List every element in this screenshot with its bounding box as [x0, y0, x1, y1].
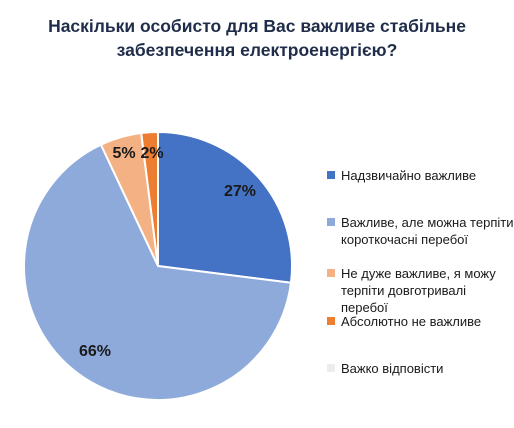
chart-title-line-2: забезпечення електроенергією? — [116, 40, 398, 60]
chart-title: Наскільки особисто для Вас важливе стабі… — [0, 14, 514, 62]
legend-label-5: Важко відповісти — [341, 361, 444, 376]
data-label-3: 5% — [112, 145, 135, 162]
chart-title-line-1: Наскільки особисто для Вас важливе стабі… — [48, 16, 466, 36]
legend-label-4: Абсолютно не важливе — [341, 314, 482, 329]
legend-swatch-5 — [327, 364, 335, 372]
data-label-2: 66% — [79, 343, 111, 360]
legend-label-1: Надзвичайно важливе — [341, 168, 477, 183]
legend-label-2: Важливе, але можна терпіти короткочасні … — [341, 215, 514, 247]
pie-slice-2 — [23, 143, 293, 401]
pie-slice-4 — [140, 130, 159, 267]
legend-swatch-1 — [327, 171, 335, 179]
legend-swatch-3 — [327, 269, 335, 277]
data-label-1: 27% — [224, 183, 256, 200]
pie-slice-1 — [157, 130, 293, 284]
legend-swatch-4 — [327, 317, 335, 325]
legend-label-3: Не дуже важливе, я можу терпіти довготри… — [341, 266, 496, 315]
legend-swatch-2 — [327, 218, 335, 226]
data-label-4: 2% — [140, 145, 163, 162]
